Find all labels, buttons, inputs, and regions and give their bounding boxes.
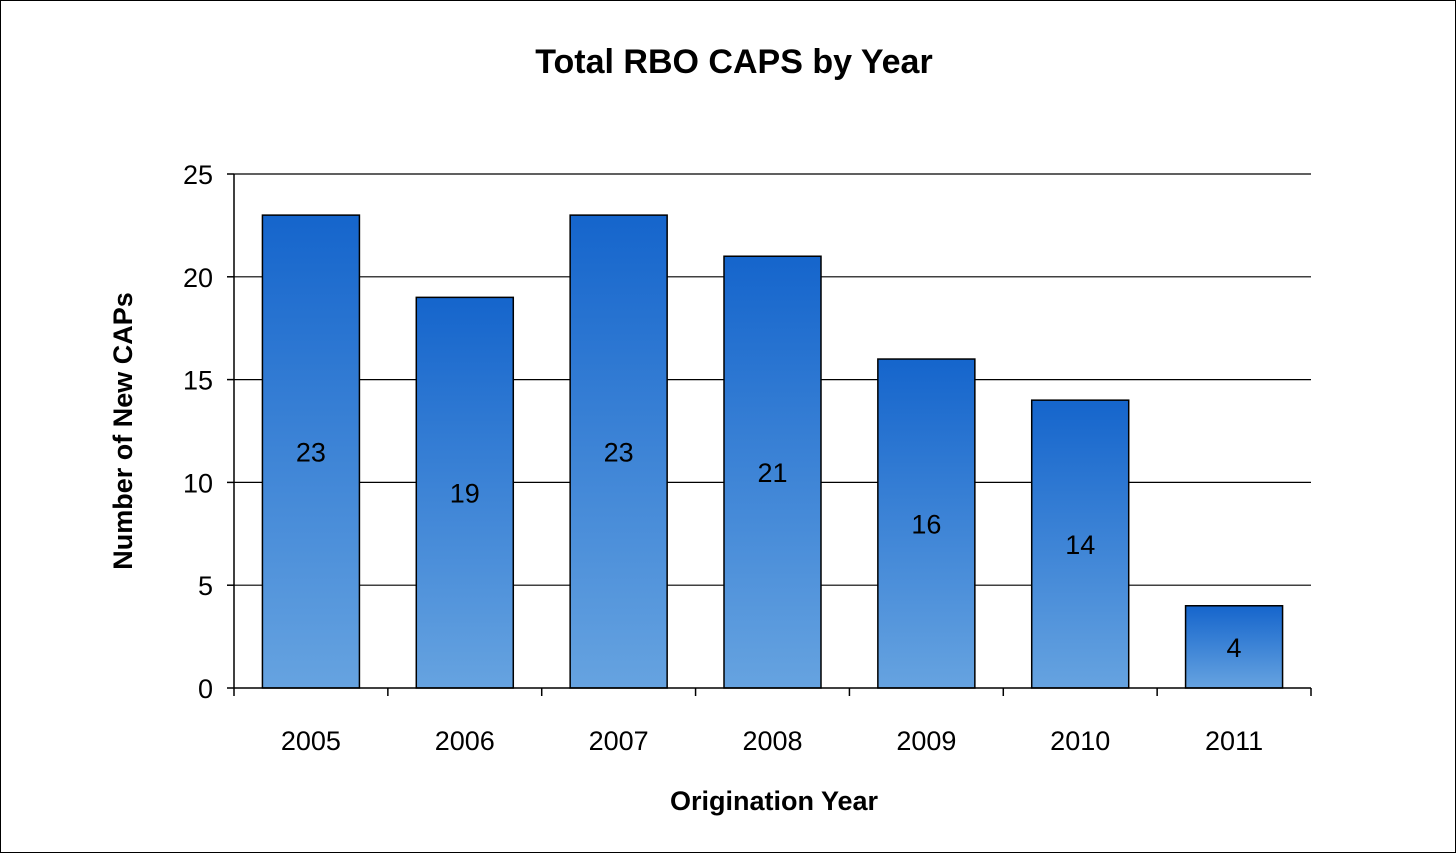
bar-2008 bbox=[723, 255, 822, 689]
x-tick-label: 2010 bbox=[1050, 726, 1110, 756]
bar-2009 bbox=[877, 358, 976, 689]
y-tick-label: 0 bbox=[198, 674, 213, 704]
data-label-2011: 4 bbox=[1227, 633, 1242, 663]
data-label-2006: 19 bbox=[450, 479, 480, 509]
x-tick-label: 2007 bbox=[589, 726, 649, 756]
y-tick-label: 20 bbox=[183, 263, 213, 293]
y-tick-label: 15 bbox=[183, 366, 213, 396]
x-tick-label: 2005 bbox=[281, 726, 341, 756]
x-axis-title: Origination Year bbox=[670, 786, 879, 816]
x-tick-label: 2011 bbox=[1205, 726, 1263, 756]
y-axis-title: Number of New CAPs bbox=[108, 292, 138, 570]
chart-title: Total RBO CAPS by Year bbox=[535, 43, 932, 81]
data-label-2010: 14 bbox=[1065, 530, 1095, 560]
bar-2011 bbox=[1184, 605, 1284, 689]
data-label-2008: 21 bbox=[757, 458, 787, 488]
bar-2007 bbox=[569, 214, 668, 689]
y-tick-label: 5 bbox=[198, 571, 213, 601]
y-tick-label: 10 bbox=[183, 468, 213, 498]
labels: 0 5 10 15 20 25 2005 23 2006 19 2007 23 2008 21 2009 16… bbox=[183, 160, 1263, 756]
x-tick-label: 2006 bbox=[435, 726, 495, 756]
y-tick-label: 25 bbox=[183, 160, 213, 190]
bar-2005 bbox=[261, 214, 361, 689]
axes bbox=[227, 173, 1312, 696]
x-tick-label: 2008 bbox=[742, 726, 802, 756]
data-label-2005: 23 bbox=[296, 438, 326, 468]
data-label-2009: 16 bbox=[911, 510, 941, 540]
x-tick-label: 2009 bbox=[896, 726, 956, 756]
bar-2010 bbox=[1030, 399, 1130, 689]
data-label-2007: 23 bbox=[604, 438, 634, 468]
bars bbox=[261, 214, 1284, 689]
